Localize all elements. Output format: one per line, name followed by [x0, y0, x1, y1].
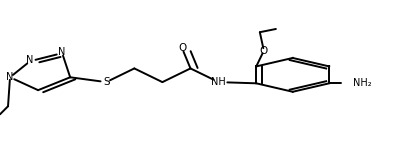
Text: NH₂: NH₂: [353, 78, 372, 88]
Text: O: O: [178, 43, 186, 53]
Text: N: N: [26, 55, 34, 65]
Text: N: N: [6, 72, 14, 82]
Text: N: N: [59, 47, 66, 57]
Text: NH: NH: [211, 77, 226, 87]
Text: O: O: [260, 46, 268, 56]
Text: S: S: [103, 77, 109, 87]
